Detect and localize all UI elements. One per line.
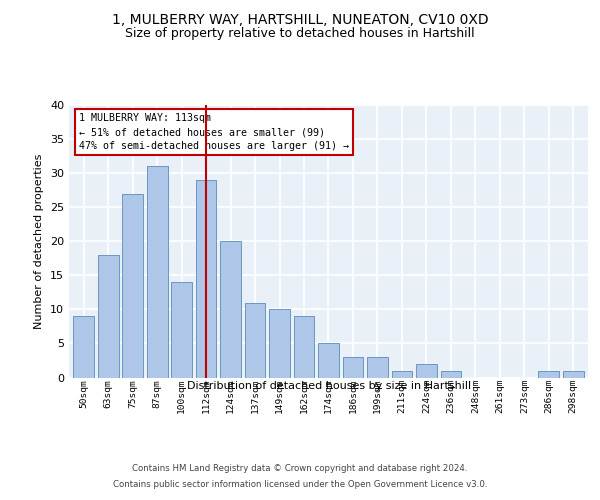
Bar	[367, 357, 388, 378]
Bar	[392, 370, 412, 378]
Bar	[98, 255, 119, 378]
Text: Contains HM Land Registry data © Crown copyright and database right 2024.: Contains HM Land Registry data © Crown c…	[132, 464, 468, 473]
Text: Size of property relative to detached houses in Hartshill: Size of property relative to detached ho…	[125, 28, 475, 40]
Text: Contains public sector information licensed under the Open Government Licence v3: Contains public sector information licen…	[113, 480, 487, 489]
Bar	[440, 370, 461, 378]
Bar	[73, 316, 94, 378]
Bar	[269, 310, 290, 378]
Text: 1 MULBERRY WAY: 113sqm
← 51% of detached houses are smaller (99)
47% of semi-det: 1 MULBERRY WAY: 113sqm ← 51% of detached…	[79, 113, 349, 151]
Bar	[147, 166, 167, 378]
Bar	[563, 370, 584, 378]
Bar	[220, 242, 241, 378]
Bar	[245, 302, 265, 378]
Bar	[318, 344, 339, 378]
Bar	[171, 282, 192, 378]
Text: 1, MULBERRY WAY, HARTSHILL, NUNEATON, CV10 0XD: 1, MULBERRY WAY, HARTSHILL, NUNEATON, CV…	[112, 12, 488, 26]
Bar	[122, 194, 143, 378]
Text: Distribution of detached houses by size in Hartshill: Distribution of detached houses by size …	[187, 381, 471, 391]
Bar	[343, 357, 364, 378]
Bar	[416, 364, 437, 378]
Bar	[293, 316, 314, 378]
Bar	[538, 370, 559, 378]
Y-axis label: Number of detached properties: Number of detached properties	[34, 154, 44, 329]
Bar	[196, 180, 217, 378]
